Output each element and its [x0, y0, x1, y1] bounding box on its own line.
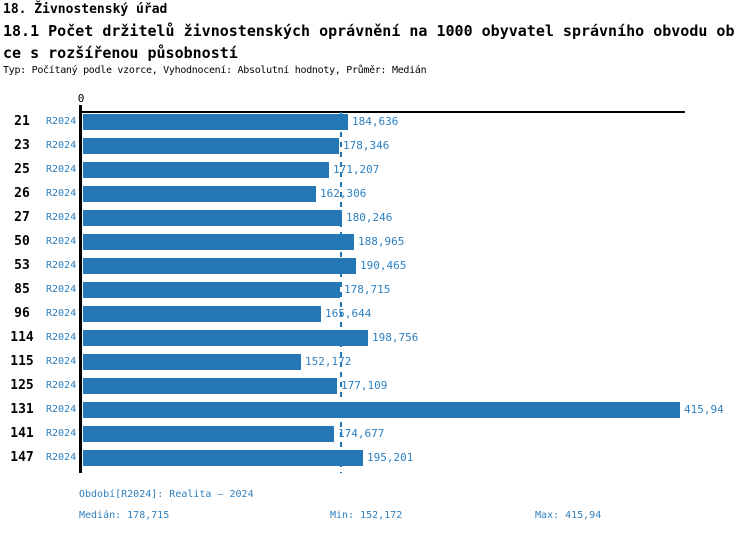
row-series-label: R2024 [46, 380, 77, 391]
row-value: 178,715 [344, 283, 391, 296]
row-bar [83, 306, 321, 322]
row-category: 114 [10, 330, 34, 345]
row-value: 171,207 [333, 163, 380, 176]
stat-max: Max: 415,94 [535, 510, 602, 521]
row-category: 25 [14, 162, 30, 177]
row-series-label: R2024 [46, 452, 77, 463]
row-series-label: R2024 [46, 116, 77, 127]
row-category: 53 [14, 258, 30, 273]
row-category: 131 [10, 402, 34, 417]
row-value: 180,246 [346, 211, 393, 224]
report-title: 18. Živnostenský úřad [3, 2, 168, 17]
row-value: 415,94 [684, 403, 724, 416]
row-series-label: R2024 [46, 188, 77, 199]
row-bar [83, 282, 340, 298]
row-category: 147 [10, 450, 34, 465]
row-series-label: R2024 [46, 212, 77, 223]
row-value: 165,644 [325, 307, 372, 320]
row-category: 23 [14, 138, 30, 153]
row-series-label: R2024 [46, 164, 77, 175]
row-category: 21 [14, 114, 30, 129]
report-meta: Typ: Počítaný podle vzorce, Vyhodnocení:… [3, 65, 427, 76]
y-axis-line [79, 105, 82, 473]
median-dashed-line [340, 112, 342, 473]
stat-median: Medián: 178,715 [79, 510, 170, 521]
row-bar [83, 162, 329, 178]
row-series-label: R2024 [46, 428, 77, 439]
legend-period: Období[R2024]: Realita – 2024 [79, 489, 254, 500]
row-value: 174,677 [338, 427, 385, 440]
row-bar [83, 402, 680, 418]
row-value: 152,172 [305, 355, 352, 368]
row-value: 195,201 [367, 451, 414, 464]
x-axis-line [81, 111, 685, 113]
row-series-label: R2024 [46, 308, 77, 319]
row-series-label: R2024 [46, 236, 77, 247]
row-value: 198,756 [372, 331, 419, 344]
row-category: 125 [10, 378, 34, 393]
row-value: 162,306 [320, 187, 367, 200]
report-subtitle-line-2: ce s rozšířenou působností [3, 44, 238, 62]
row-bar [83, 186, 316, 202]
row-category: 50 [14, 234, 30, 249]
row-series-label: R2024 [46, 404, 77, 415]
x-axis-zero-tick-label: 0 [77, 92, 85, 105]
report-subtitle-line-1: 18.1 Počet držitelů živnostenských opráv… [3, 22, 735, 40]
row-bar [83, 114, 348, 130]
row-bar [83, 138, 339, 154]
row-bar [83, 210, 342, 226]
row-value: 177,109 [341, 379, 388, 392]
row-bar [83, 234, 354, 250]
row-bar [83, 378, 337, 394]
row-category: 27 [14, 210, 30, 225]
row-category: 96 [14, 306, 30, 321]
row-series-label: R2024 [46, 332, 77, 343]
row-series-label: R2024 [46, 140, 77, 151]
row-value: 188,965 [358, 235, 405, 248]
stat-min: Min: 152,172 [330, 510, 403, 521]
row-bar [83, 330, 368, 346]
row-category: 26 [14, 186, 30, 201]
row-value: 178,346 [343, 139, 390, 152]
row-series-label: R2024 [46, 260, 77, 271]
row-series-label: R2024 [46, 284, 77, 295]
row-category: 85 [14, 282, 30, 297]
row-series-label: R2024 [46, 356, 77, 367]
row-category: 141 [10, 426, 34, 441]
row-bar [83, 426, 334, 442]
row-bar [83, 354, 301, 370]
row-bar [83, 258, 356, 274]
row-bar [83, 450, 363, 466]
row-value: 184,636 [352, 115, 399, 128]
row-value: 190,465 [360, 259, 407, 272]
row-category: 115 [10, 354, 34, 369]
